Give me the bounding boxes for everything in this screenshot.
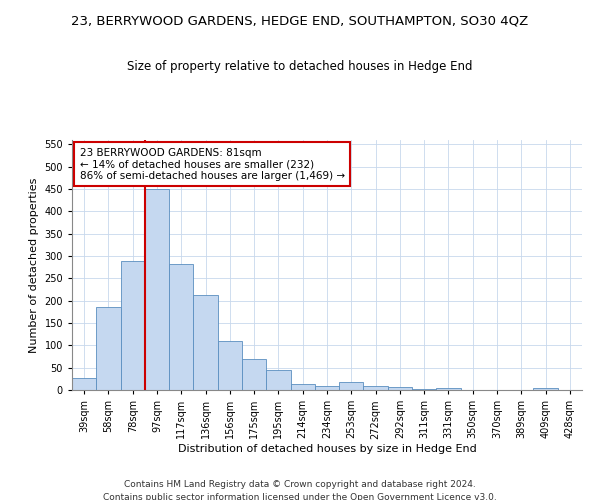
Bar bbox=[96, 308, 121, 390]
Bar bbox=[339, 382, 364, 390]
Text: Size of property relative to detached houses in Hedge End: Size of property relative to detached ho… bbox=[127, 60, 473, 73]
Bar bbox=[193, 296, 218, 390]
Y-axis label: Number of detached properties: Number of detached properties bbox=[29, 178, 39, 352]
Bar bbox=[72, 378, 96, 390]
Text: Contains public sector information licensed under the Open Government Licence v3: Contains public sector information licen… bbox=[103, 492, 497, 500]
Bar bbox=[388, 387, 412, 390]
Bar bbox=[169, 264, 193, 390]
Bar bbox=[218, 341, 242, 390]
Bar bbox=[364, 386, 388, 390]
Bar bbox=[315, 386, 339, 390]
Bar bbox=[242, 359, 266, 390]
Bar bbox=[145, 189, 169, 390]
Text: 23 BERRYWOOD GARDENS: 81sqm
← 14% of detached houses are smaller (232)
86% of se: 23 BERRYWOOD GARDENS: 81sqm ← 14% of det… bbox=[80, 148, 345, 180]
X-axis label: Distribution of detached houses by size in Hedge End: Distribution of detached houses by size … bbox=[178, 444, 476, 454]
Text: 23, BERRYWOOD GARDENS, HEDGE END, SOUTHAMPTON, SO30 4QZ: 23, BERRYWOOD GARDENS, HEDGE END, SOUTHA… bbox=[71, 15, 529, 28]
Bar bbox=[121, 260, 145, 390]
Bar bbox=[266, 370, 290, 390]
Bar bbox=[533, 388, 558, 390]
Text: Contains HM Land Registry data © Crown copyright and database right 2024.: Contains HM Land Registry data © Crown c… bbox=[124, 480, 476, 489]
Bar bbox=[436, 388, 461, 390]
Bar bbox=[412, 388, 436, 390]
Bar bbox=[290, 384, 315, 390]
